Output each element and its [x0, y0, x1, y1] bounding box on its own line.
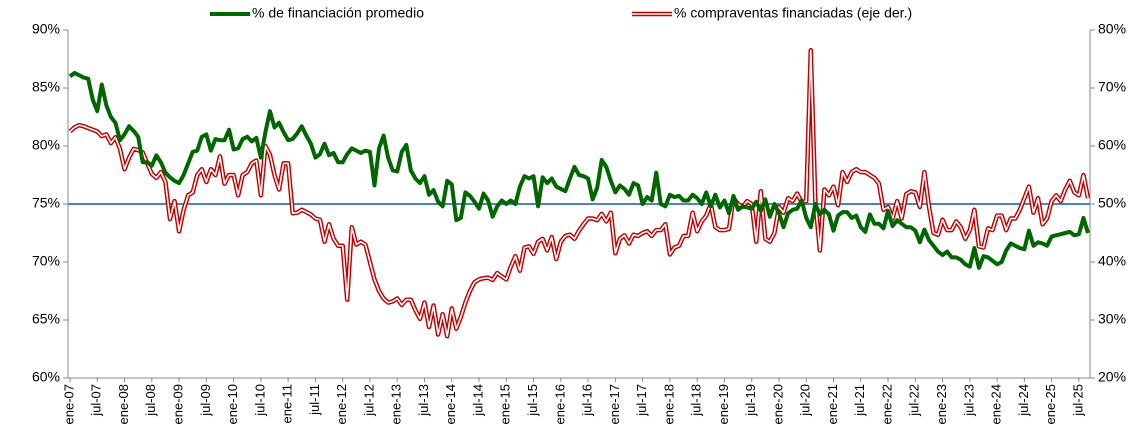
series-line [68, 48, 1091, 339]
y2-tick-label: 30% [1098, 311, 1126, 327]
x-tick-label: jul-09 [198, 384, 213, 417]
x-tick-label: ene-15 [498, 384, 513, 424]
legend-label: % de financiación promedio [252, 5, 424, 21]
y2-tick-label: 20% [1098, 369, 1126, 385]
x-tick-label: ene-12 [334, 384, 349, 424]
x-tick-label: jul-22 [907, 384, 922, 417]
x-tick-label: jul-17 [634, 384, 649, 417]
x-tick-label: ene-18 [661, 384, 676, 424]
y-tick-label: 85% [32, 79, 60, 95]
x-tick-label: ene-14 [443, 384, 458, 424]
x-tick-label: ene-11 [280, 384, 295, 424]
x-tick-label: jul-07 [89, 384, 104, 417]
x-tick-label: jul-19 [743, 384, 758, 417]
x-tick-label: jul-23 [961, 384, 976, 417]
x-tick-label: jul-10 [252, 384, 267, 417]
x-tick-label: jul-21 [852, 384, 867, 417]
y2-tick-label: 80% [1098, 21, 1126, 37]
x-tick-label: ene-16 [552, 384, 567, 424]
y-tick-label: 70% [32, 253, 60, 269]
x-tick-label: jul-24 [1016, 384, 1031, 417]
x-tick-label: jul-13 [416, 384, 431, 417]
x-tick-label: ene-17 [607, 384, 622, 424]
x-tick-label: ene-24 [989, 384, 1004, 424]
x-tick-label: ene-10 [225, 384, 240, 424]
x-tick-label: jul-18 [689, 384, 704, 417]
y2-tick-label: 40% [1098, 253, 1126, 269]
x-tick-label: jul-14 [470, 384, 485, 417]
x-tick-label: jul-16 [580, 384, 595, 417]
y2-tick-label: 70% [1098, 79, 1126, 95]
y2-tick-label: 60% [1098, 137, 1126, 153]
x-tick-label: jul-25 [1070, 384, 1085, 417]
x-tick-label: ene-21 [825, 384, 840, 424]
x-tick-label: ene-22 [879, 384, 894, 424]
x-tick-label: jul-12 [361, 384, 376, 417]
x-tick-label: jul-08 [143, 384, 158, 417]
x-tick-label: ene-07 [61, 384, 76, 424]
x-tick-label: ene-23 [934, 384, 949, 424]
y-tick-label: 90% [32, 21, 60, 37]
y-tick-label: 80% [32, 137, 60, 153]
x-tick-label: ene-25 [1043, 384, 1058, 424]
y-tick-label: 60% [32, 369, 60, 385]
x-tick-label: jul-20 [798, 384, 813, 417]
y-tick-label: 65% [32, 311, 60, 327]
y2-tick-label: 50% [1098, 195, 1126, 211]
series-line-inner [69, 49, 1089, 338]
y-tick-label: 75% [32, 195, 60, 211]
x-tick-label: ene-08 [116, 384, 131, 424]
x-tick-label: jul-15 [525, 384, 540, 417]
x-tick-label: ene-09 [171, 384, 186, 424]
legend-label: % compraventas financiadas (eje der.) [674, 5, 912, 21]
x-tick-label: ene-13 [389, 384, 404, 424]
x-tick-label: ene-19 [716, 384, 731, 424]
series-line [68, 70, 1090, 270]
x-tick-label: ene-20 [770, 384, 785, 424]
x-tick-label: jul-11 [307, 384, 322, 416]
